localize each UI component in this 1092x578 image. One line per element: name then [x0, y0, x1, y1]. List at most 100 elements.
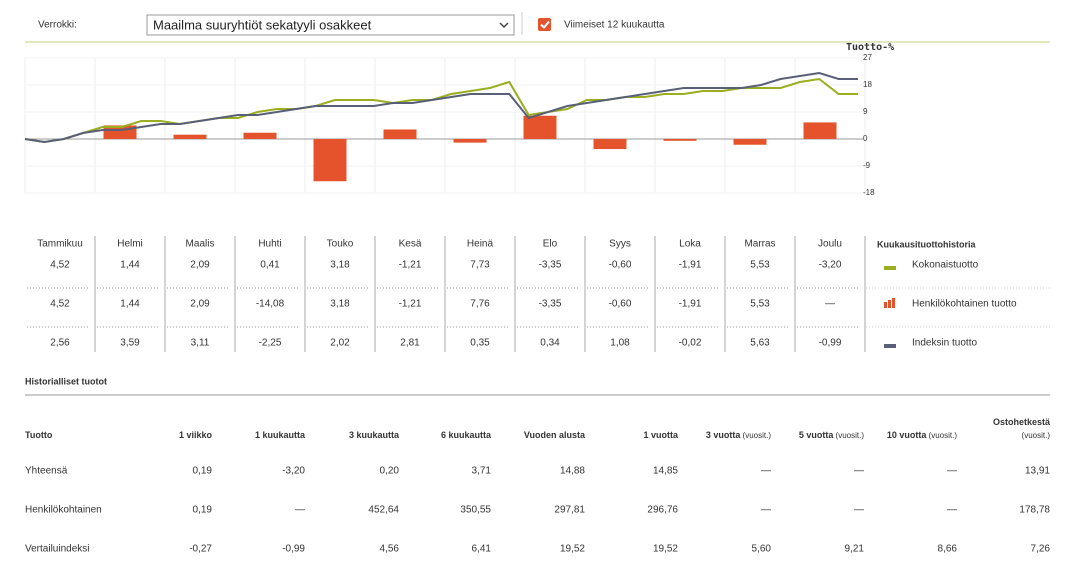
month-label: Maalis: [186, 239, 215, 250]
bar: [733, 139, 767, 145]
y-tick-label: -18: [863, 188, 875, 197]
select-arrow: [499, 22, 509, 29]
y-tick-label: 9: [863, 107, 868, 116]
month-value: 2,09: [190, 299, 210, 310]
history-cell: -3,20: [282, 466, 305, 477]
month-value: -1,21: [399, 260, 422, 271]
month-value: 7,76: [470, 299, 490, 310]
legend-title: Kuukausituottohistoria: [877, 239, 976, 249]
bar: [383, 129, 417, 139]
history-cell: —: [295, 505, 305, 516]
history-cell: -0,99: [282, 544, 305, 555]
y-tick-label: 27: [863, 53, 872, 62]
history-cell: —: [854, 505, 864, 516]
header-sub: (vuosit.): [833, 431, 864, 440]
history-cell: 14,88: [560, 466, 585, 477]
axis-title: Tuotto-%: [846, 42, 894, 53]
month-label: Syys: [609, 239, 631, 250]
month-label: Elo: [543, 239, 558, 250]
legend-label: Henkilökohtainen tuotto: [912, 299, 1017, 310]
month-value: 4,52: [50, 260, 70, 271]
month-value: 3,18: [330, 299, 350, 310]
verrokki-label: Verrokki:: [38, 20, 77, 31]
col-header: 6 kuukautta: [441, 430, 492, 440]
legend-label: Indeksin tuotto: [912, 338, 977, 349]
legend-icon: [884, 266, 896, 270]
header-main: Vuoden alusta: [524, 430, 586, 440]
legend-icon: [884, 344, 896, 348]
month-value: 1,44: [120, 299, 140, 310]
col-header: 10 vuotta (vuosit.): [887, 430, 958, 440]
history-cell: 5,60: [752, 544, 772, 555]
month-value: -3,20: [819, 260, 842, 271]
select-value[interactable]: Maailma suuryhtiöt sekatyyli osakkeet: [153, 17, 372, 32]
history-cell: 178,78: [1019, 505, 1050, 516]
month-value: -3,35: [539, 299, 562, 310]
month-value: -1,91: [679, 260, 702, 271]
month-value: -1,91: [679, 299, 702, 310]
month-label: Joulu: [818, 239, 842, 250]
history-cell: 350,55: [460, 505, 491, 516]
history-title: Historialliset tuotot: [25, 376, 107, 386]
history-cell: 13,91: [1025, 466, 1050, 477]
month-value: 3,18: [330, 260, 350, 271]
history-cell: 0,20: [380, 466, 400, 477]
month-value: -3,35: [539, 260, 562, 271]
month-label: Kesä: [399, 239, 422, 250]
select-box[interactable]: [146, 14, 515, 36]
month-label: Huhti: [258, 239, 281, 250]
bar: [593, 139, 627, 150]
history-cell: 9,21: [845, 544, 865, 555]
month-value: -14,08: [256, 299, 285, 310]
col-header: 1 kuukautta: [255, 430, 306, 440]
history-cell: Vertailuindeksi: [25, 544, 89, 555]
col-header: Ostohetkestä (vuosit.): [993, 417, 1051, 440]
month-label: Helmi: [117, 239, 143, 250]
history-cell: 296,76: [647, 505, 678, 516]
col-header: 1 viikko: [179, 430, 213, 440]
col-header: Tuotto: [25, 430, 53, 440]
month-value: 3,59: [120, 338, 140, 349]
month-value: 5,53: [750, 260, 770, 271]
month-label: Tammikuu: [37, 239, 83, 250]
month-value: 5,63: [750, 338, 770, 349]
history-cell: Henkilökohtainen: [25, 505, 102, 516]
month-value: 3,11: [191, 338, 210, 349]
history-cell: —: [854, 466, 864, 477]
history-cell: 4,56: [380, 544, 400, 555]
history-cell: —: [761, 466, 771, 477]
month-label: Marras: [744, 239, 775, 250]
header-main: 3 vuotta: [706, 430, 742, 440]
history-cell: Yhteensä: [25, 466, 68, 477]
header-main: 1 kuukautta: [255, 430, 306, 440]
col-header: 3 vuotta (vuosit.): [706, 430, 772, 440]
legend-label: Kokonaistuotto: [912, 260, 979, 271]
history-cell: 14,85: [653, 466, 678, 477]
month-value: -0,02: [679, 338, 702, 349]
header-main: Tuotto: [25, 430, 53, 440]
bar: [313, 139, 347, 182]
month-label: Heinä: [467, 239, 494, 250]
header-sub: (vuosit.): [1022, 431, 1051, 440]
month-value: -0,60: [609, 299, 632, 310]
header-main: 1 vuotta: [643, 430, 679, 440]
month-value: 2,09: [190, 260, 210, 271]
month-value: 4,52: [50, 299, 70, 310]
check-mark: [540, 20, 550, 29]
month-value: -2,25: [259, 338, 282, 349]
y-tick-label: -9: [863, 161, 871, 170]
history-cell: 6,41: [472, 544, 492, 555]
col-header: Vuoden alusta: [524, 430, 586, 440]
checkbox-label[interactable]: Viimeiset 12 kuukautta: [564, 20, 665, 31]
bar: [803, 122, 837, 139]
bar: [523, 115, 557, 139]
history-cell: 7,26: [1031, 544, 1051, 555]
month-value: —: [825, 299, 835, 310]
month-value: -0,60: [609, 260, 632, 271]
col-header: 5 vuotta (vuosit.): [799, 430, 865, 440]
header-main: 6 kuukautta: [441, 430, 492, 440]
checkbox[interactable]: [538, 18, 551, 31]
month-value: 2,81: [400, 338, 420, 349]
header-sub: (vuosit.): [740, 431, 771, 440]
